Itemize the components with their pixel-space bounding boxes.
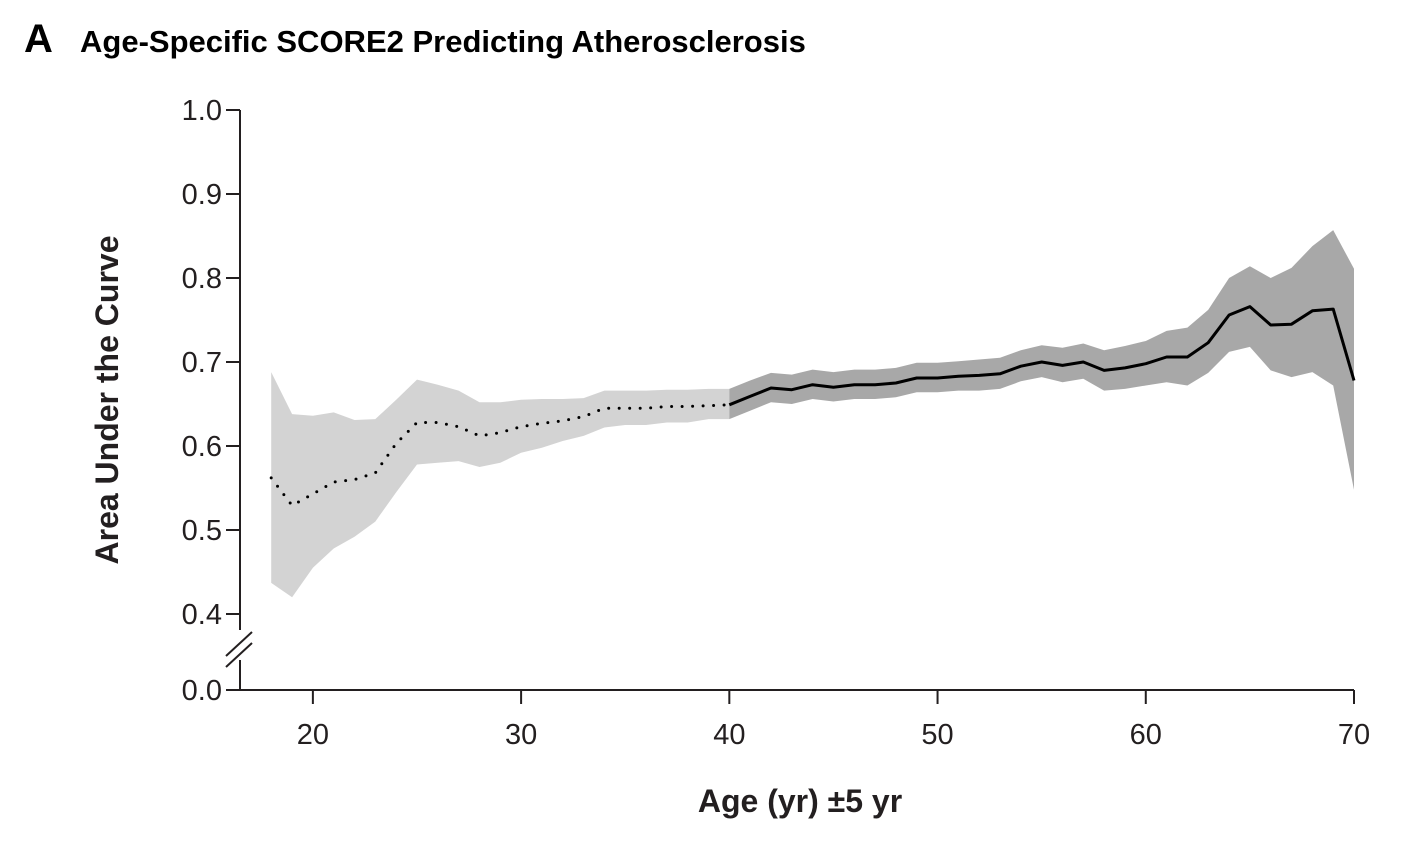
x-tick-label: 70 xyxy=(1338,719,1370,751)
axes: 0.4 0.5 0.6 0.7 0.8 0.9 1.0 0.0 20 30 40 50 60 70 xyxy=(182,95,1370,751)
confidence-band-solid xyxy=(729,230,1354,490)
x-tick-label: 30 xyxy=(505,719,537,751)
y-axis-break-mark xyxy=(225,631,253,657)
series-line-solid xyxy=(728,305,1356,407)
y-tick-label: 0.8 xyxy=(182,263,222,295)
x-tick-label: 20 xyxy=(297,719,329,751)
y-tick-label: 0.7 xyxy=(182,347,222,379)
x-tick-label: 60 xyxy=(1130,719,1162,751)
series-lines xyxy=(269,305,1356,508)
y-axis-label: Area Under the Curve xyxy=(89,236,125,565)
y-tick-label: 0.6 xyxy=(182,431,222,463)
y-tick-label: 0.5 xyxy=(182,515,222,547)
y-axis-break-mark xyxy=(225,642,253,668)
y-break-label: 0.0 xyxy=(182,675,222,707)
panel-label: A xyxy=(24,17,53,61)
y-tick-label: 0.9 xyxy=(182,179,222,211)
x-tick-label: 40 xyxy=(713,719,745,751)
chart-title: Age-Specific SCORE2 Predicting Atheroscl… xyxy=(80,24,806,59)
y-tick-label: 0.4 xyxy=(182,599,222,631)
confidence-bands xyxy=(271,230,1354,598)
y-tick-label: 1.0 xyxy=(182,95,222,127)
x-axis-label: Age (yr) ±5 yr xyxy=(698,783,902,819)
confidence-band-dotted xyxy=(271,372,730,598)
x-tick-label: 50 xyxy=(921,719,953,751)
